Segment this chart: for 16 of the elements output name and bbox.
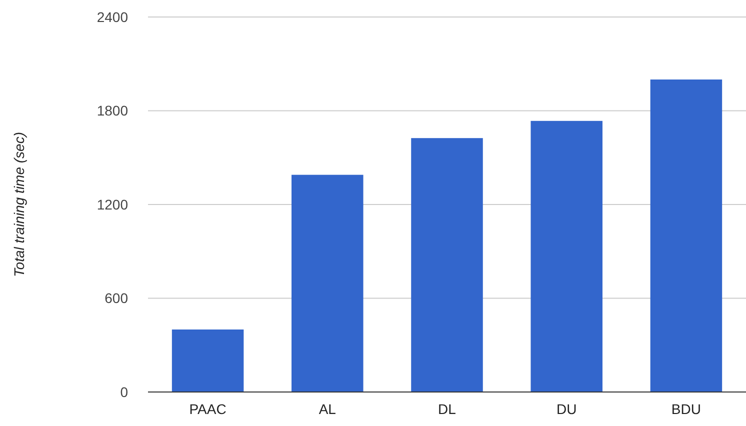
bar (411, 138, 483, 392)
y-tick-label: 1200 (96, 196, 128, 212)
x-tick-label: AL (318, 401, 336, 417)
x-tick-label: DU (556, 401, 577, 417)
x-tick-label: PAAC (189, 401, 226, 417)
bar (292, 174, 364, 392)
x-tick-label: BDU (671, 401, 701, 417)
y-axis-title: Total training time (sec) (11, 132, 27, 277)
y-tick-label: 0 (120, 384, 128, 400)
bar (650, 80, 722, 392)
y-tick-label: 1800 (96, 102, 128, 119)
y-tick-label: 600 (104, 290, 128, 306)
y-tick-label: 2400 (96, 8, 128, 25)
bar (172, 330, 244, 392)
bar (530, 120, 602, 392)
x-tick-label: DL (438, 401, 456, 417)
